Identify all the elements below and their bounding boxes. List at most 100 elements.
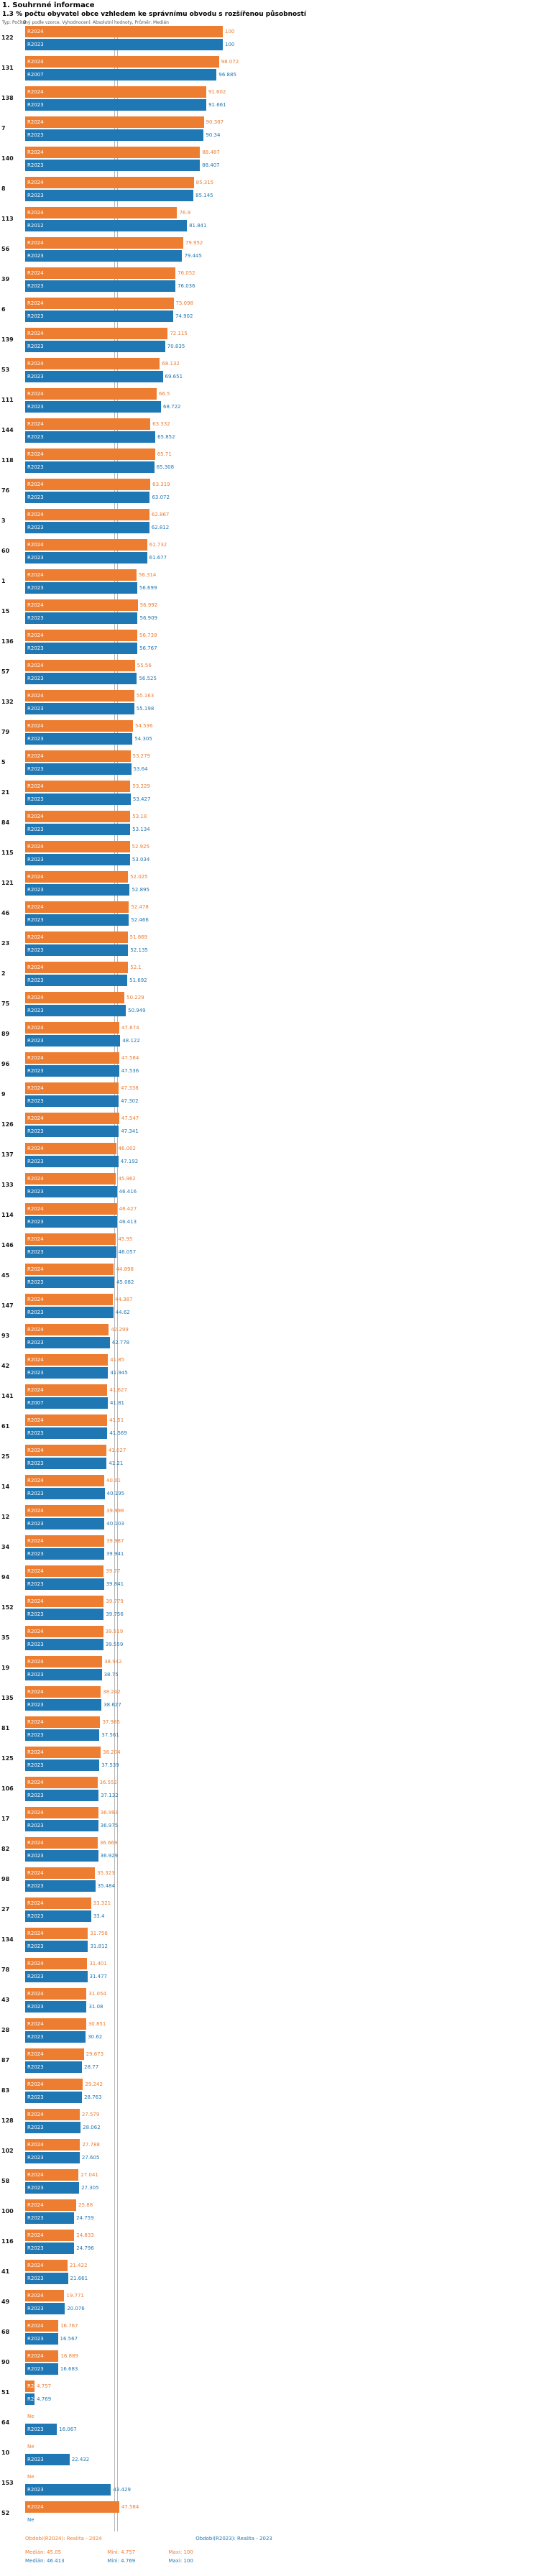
bar-period-2024[interactable]: R2024 bbox=[25, 932, 128, 943]
bar-period-2024[interactable]: R2024 bbox=[25, 811, 131, 822]
bar-period-2023[interactable]: R2023 bbox=[25, 310, 173, 322]
bar-period-2024[interactable]: R2024 bbox=[25, 1475, 105, 1486]
bar-period-2024[interactable]: R2024 bbox=[25, 1143, 116, 1154]
bar-period-2023[interactable]: R2023 bbox=[25, 1699, 102, 1711]
bar-period-2024[interactable]: R2024 bbox=[25, 1203, 117, 1215]
bar-period-2023[interactable]: R2023 bbox=[25, 1760, 100, 1771]
bar-period-2024[interactable]: R2024 bbox=[25, 2199, 77, 2211]
bar-period-2023[interactable]: R2023 bbox=[25, 341, 165, 352]
bar-period-2023[interactable]: R2023 bbox=[25, 1820, 98, 1831]
bar-period-2024[interactable]: R2024 bbox=[25, 1626, 103, 1637]
bar-period-2024[interactable]: R2024 bbox=[25, 1082, 119, 1094]
bar-period-2023[interactable]: R2023 bbox=[25, 2333, 58, 2345]
bar-period-2024[interactable]: R2024 bbox=[25, 1716, 101, 1728]
bar-period-2023[interactable]: R2023 bbox=[25, 2393, 35, 2405]
bar-period-2024[interactable]: R2024 bbox=[25, 599, 138, 611]
bar-period-2024[interactable]: R2024 bbox=[25, 388, 157, 400]
bar-period-2024[interactable]: R2024 bbox=[25, 1414, 108, 1426]
bar-period-2024[interactable]: R2024 bbox=[25, 1747, 101, 1758]
bar-period-2023[interactable]: R2023 bbox=[25, 2152, 80, 2163]
bar-period-2023[interactable]: R2023 bbox=[25, 2031, 86, 2043]
bar-period-2024[interactable]: R2024 bbox=[25, 2230, 75, 2241]
bar-period-2024[interactable]: R2024 bbox=[25, 1686, 101, 1698]
bar-period-2023[interactable]: R2023 bbox=[25, 1910, 91, 1922]
bar-period-2024[interactable]: R2024 bbox=[25, 1324, 109, 1335]
bar-period-2023[interactable]: R2023 bbox=[25, 190, 194, 201]
bar-period-2023[interactable]: R2023 bbox=[25, 1095, 119, 1107]
bar-period-2024[interactable]: R2024 bbox=[25, 962, 129, 973]
bar-period-2024[interactable]: R2024 bbox=[25, 1535, 104, 1547]
bar-period-2024[interactable]: R2024 bbox=[25, 177, 194, 188]
bar-period-2024[interactable]: R2024 bbox=[25, 750, 131, 762]
bar-period-2023[interactable]: R2023 bbox=[25, 1005, 126, 1016]
bar-period-2024[interactable]: R2024 bbox=[25, 2290, 65, 2301]
bar-period-2023[interactable]: R2023 bbox=[25, 1850, 98, 1862]
bar-period-2023[interactable]: R2023 bbox=[25, 944, 129, 956]
bar-period-2024[interactable]: R2024 bbox=[25, 1233, 116, 1245]
bar-period-2023[interactable]: R2007 bbox=[25, 1397, 108, 1409]
bar-period-2023[interactable]: R2023 bbox=[25, 1518, 105, 1530]
bar-period-2023[interactable]: R2023 bbox=[25, 975, 128, 986]
bar-period-2023[interactable]: R2023 bbox=[25, 2303, 65, 2314]
bar-period-2023[interactable]: R2023 bbox=[25, 1941, 88, 1952]
bar-period-2023[interactable]: R2023 bbox=[25, 1065, 119, 1077]
bar-period-2023[interactable]: R2023 bbox=[25, 884, 130, 896]
bar-period-2023[interactable]: R2023 bbox=[25, 431, 156, 443]
bar-period-2023[interactable]: R2023 bbox=[25, 1156, 119, 1167]
bar-period-2023[interactable]: R2023 bbox=[25, 1427, 108, 1439]
bar-period-2023[interactable]: R2023 bbox=[25, 2484, 111, 2496]
bar-period-2024[interactable]: R2024 bbox=[25, 720, 133, 732]
bar-period-2024[interactable]: R2024 bbox=[25, 509, 149, 520]
bar-period-2023[interactable]: R2023 bbox=[25, 582, 137, 594]
bar-period-2024[interactable]: R2024 bbox=[25, 992, 125, 1003]
bar-period-2023[interactable]: R2007 bbox=[25, 69, 217, 80]
bar-period-2024[interactable]: R2024 bbox=[25, 2109, 80, 2120]
bar-period-2024[interactable]: R2024 bbox=[25, 1898, 91, 1909]
bar-period-2024[interactable]: R2024 bbox=[25, 1294, 114, 1305]
bar-period-2023[interactable]: R2023 bbox=[25, 763, 132, 775]
bar-period-2023[interactable]: R2023 bbox=[25, 1669, 102, 1680]
bar-period-2024[interactable]: R2024 bbox=[25, 1656, 103, 1668]
bar-period-2023[interactable]: R2023 bbox=[25, 99, 207, 111]
bar-period-2024[interactable]: R2024 bbox=[25, 418, 151, 430]
bar-period-2023[interactable]: R2023 bbox=[25, 1609, 104, 1620]
bar-period-2023[interactable]: R2023 bbox=[25, 824, 131, 835]
bar-period-2024[interactable]: R2024 bbox=[25, 1777, 98, 1788]
bar-period-2023[interactable]: R2023 bbox=[25, 1276, 114, 1288]
bar-period-2023[interactable]: R2023 bbox=[25, 2454, 70, 2465]
bar-period-2023[interactable]: R2023 bbox=[25, 1639, 103, 1650]
bar-period-2024[interactable]: R2024 bbox=[25, 147, 201, 158]
bar-period-2023[interactable]: R2023 bbox=[25, 1307, 114, 1318]
bar-period-2024[interactable]: R2024 bbox=[25, 237, 183, 249]
bar-period-2024[interactable]: R2024 bbox=[25, 448, 155, 460]
bar-period-2023[interactable]: R2023 bbox=[25, 2273, 68, 2284]
bar-period-2024[interactable]: R2024 bbox=[25, 539, 147, 551]
bar-period-2024[interactable]: R2024 bbox=[25, 1867, 96, 1879]
bar-period-2024[interactable]: R2024 bbox=[25, 569, 137, 581]
bar-period-2024[interactable]: R2024 bbox=[25, 2048, 84, 2060]
bar-period-2023[interactable]: R2023 bbox=[25, 733, 133, 745]
bar-period-2023[interactable]: R2023 bbox=[25, 1337, 110, 1348]
bar-period-2024[interactable]: R2024 bbox=[25, 901, 129, 913]
bar-period-2023[interactable]: R2023 bbox=[25, 401, 161, 413]
bar-period-2024[interactable]: R2024 bbox=[25, 116, 204, 128]
bar-period-2023[interactable]: R2023 bbox=[25, 1246, 116, 1258]
bar-period-2024[interactable]: R2024 bbox=[25, 2260, 68, 2271]
bar-period-2024[interactable]: R2024 bbox=[25, 2139, 80, 2150]
bar-period-2023[interactable]: R2023 bbox=[25, 1790, 99, 1801]
bar-period-2023[interactable]: R2023 bbox=[25, 129, 204, 141]
bar-period-2023[interactable]: R2023 bbox=[25, 794, 131, 805]
bar-period-2023[interactable]: R2023 bbox=[25, 280, 176, 292]
bar-period-2024[interactable]: R2024 bbox=[25, 690, 134, 702]
bar-period-2023[interactable]: R2023 bbox=[25, 1035, 121, 1046]
bar-period-2023[interactable]: R2023 bbox=[25, 703, 134, 714]
bar-period-2023[interactable]: R2012 bbox=[25, 220, 188, 231]
bar-period-2024[interactable]: R2024 bbox=[25, 1958, 88, 1969]
bar-period-2024[interactable]: R2024 bbox=[25, 267, 176, 279]
bar-period-2024[interactable]: R2024 bbox=[25, 1354, 109, 1366]
bar-period-2023[interactable]: R2023 bbox=[25, 673, 137, 684]
bar-period-2024[interactable]: R2024 bbox=[25, 479, 151, 490]
bar-period-2024[interactable]: R2024 bbox=[25, 1565, 104, 1577]
bar-period-2024[interactable]: R2024 bbox=[25, 2350, 59, 2362]
bar-period-2024[interactable]: R2024 bbox=[25, 2501, 119, 2513]
